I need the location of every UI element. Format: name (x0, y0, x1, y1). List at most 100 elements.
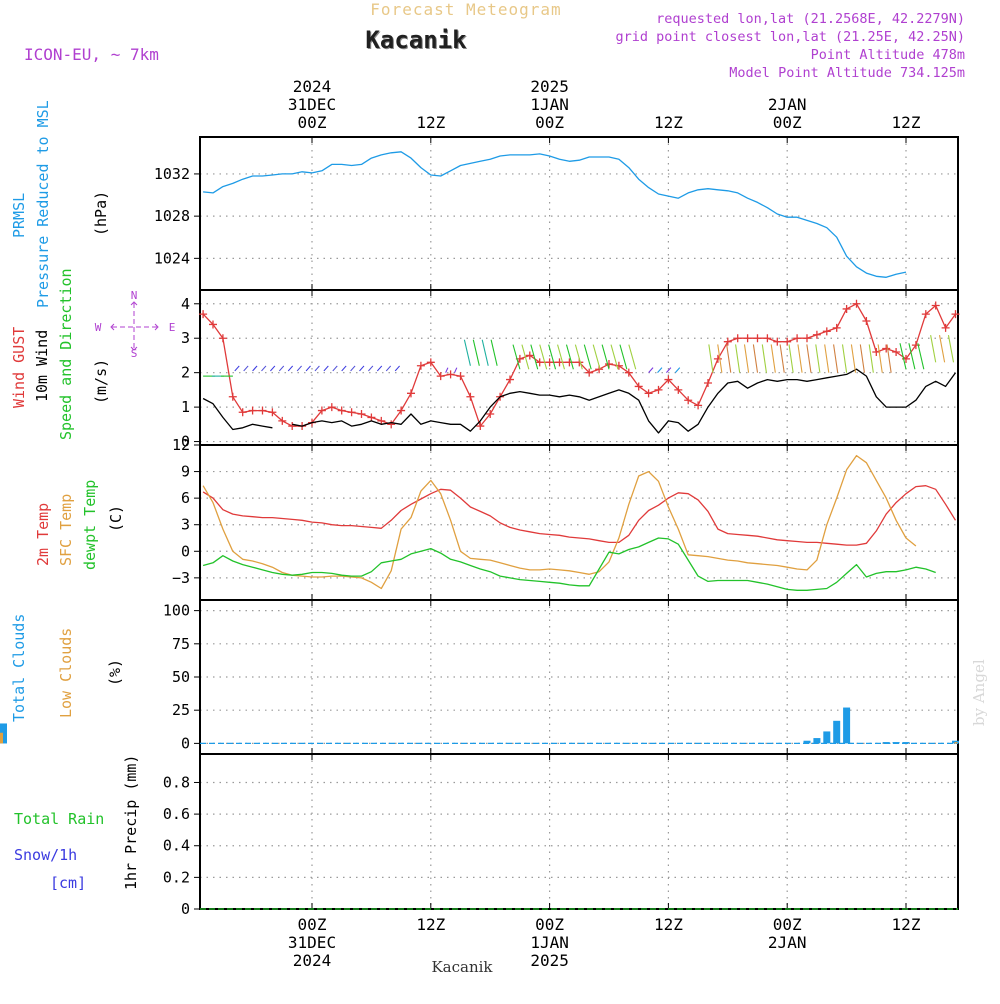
wind-direction-arrow (770, 344, 776, 373)
wind-direction-arrow (490, 339, 498, 366)
y-tick-label: 25 (172, 701, 190, 719)
gust-marker (476, 422, 485, 431)
wind-direction-arrow (761, 344, 767, 373)
wind-direction-arrow (243, 365, 249, 372)
y-tick-label: 0 (181, 734, 190, 752)
wind-direction-arrow (296, 365, 303, 372)
wind-direction-arrow (868, 344, 874, 373)
wind-direction-arrow (601, 344, 610, 370)
y-tick-label: 0 (181, 542, 190, 560)
total-clouds-bar (823, 731, 831, 744)
gust-marker (743, 334, 752, 343)
gust-marker (367, 413, 376, 422)
wind-direction-arrow (314, 365, 320, 372)
wind-direction-arrow (376, 365, 383, 372)
y-tick-label: 9 (181, 463, 190, 481)
bottom-time-label: 2JAN (768, 933, 807, 952)
wind-direction-arrow (332, 365, 338, 372)
wind-direction-arrow (261, 365, 267, 372)
gust-marker (812, 330, 821, 339)
gust-marker (228, 392, 237, 401)
cloud-axis-titles: Total Clouds Low Clouds (%) (10, 614, 124, 722)
gust-label: Wind GUST (10, 327, 28, 408)
snow-label: Snow/1h (14, 846, 77, 864)
wind-direction-arrow (886, 344, 892, 373)
bottom-time-label: 12Z (892, 915, 921, 934)
wind-direction-arrow (908, 343, 916, 370)
bottom-time-label: 2024 (293, 951, 332, 970)
wind-direction-arrow (841, 344, 848, 373)
total-clouds-bar (882, 742, 890, 744)
wind-direction-arrow (877, 344, 883, 373)
total-clouds-label: Total Clouds (10, 614, 28, 722)
y-tick-label: 75 (172, 635, 190, 653)
total-clouds-bar (843, 707, 851, 744)
requested-coords: requested lon,lat (21.2568E, 42.2279N) (656, 11, 965, 27)
bottom-time-label: 00Z (535, 915, 564, 934)
pressure-unit: (hPa) (92, 191, 110, 236)
top-time-label: 2024 (293, 77, 332, 96)
y-tick-label: 50 (172, 668, 190, 686)
y-tick-label: 12 (172, 436, 190, 454)
wind-direction-arrow (743, 344, 750, 373)
low-clouds-bar (954, 742, 958, 744)
wind-direction-arrow (947, 335, 955, 363)
wind-direction-arrow (454, 367, 458, 373)
gust-marker (803, 334, 811, 343)
y-tick-label: 1024 (154, 249, 190, 267)
gust-marker (278, 416, 287, 425)
bottom-time-label: 2025 (530, 951, 569, 970)
temp-unit: (C) (107, 505, 125, 532)
top-time-label: 00Z (773, 113, 802, 132)
compass-s: S (131, 347, 138, 360)
y-tick-label: 0 (181, 900, 190, 918)
gust-marker (218, 334, 227, 343)
gust-marker (387, 420, 396, 429)
wind-direction-arrow (252, 365, 258, 372)
gust-marker (921, 310, 930, 319)
top-time-label: 12Z (654, 113, 683, 132)
wind-unit: (m/s) (92, 359, 110, 404)
y-tick-label: 1028 (154, 207, 190, 225)
gust-marker (209, 320, 217, 329)
gust-marker (565, 358, 574, 367)
wind-direction-arrow (557, 344, 565, 370)
wind-direction-arrow (717, 344, 723, 373)
wind-panel: 0 1 2 3 4 (181, 289, 960, 451)
wind-direction-arrow (806, 344, 812, 373)
total-clouds-bar (902, 742, 910, 744)
wind-direction-arrow (394, 365, 401, 372)
y-tick-label: 0 (181, 433, 190, 451)
wind-direction-arrow (930, 335, 937, 363)
wind-direction-arrow (270, 365, 276, 372)
total-rain-label: Total Rain (14, 810, 104, 828)
gust-marker (248, 406, 257, 415)
wind-direction-arrow (708, 344, 714, 373)
temperature-axis-titles: 2m Temp SFC Temp dewpt Temp (C) (34, 480, 125, 570)
compass-n: N (131, 289, 138, 302)
total-clouds-bar (892, 742, 900, 744)
wind-direction-arrow (666, 367, 672, 374)
wind-direction-arrow (648, 367, 654, 374)
cloud-unit: (%) (106, 659, 124, 686)
wind-direction-arrow (899, 343, 907, 370)
y-tick-label: 100 (163, 602, 190, 620)
wind-direction-arrow (323, 365, 329, 372)
wind-direction-arrow (657, 367, 663, 374)
10m-wind-line (202, 368, 957, 434)
top-time-label: 1JAN (530, 95, 569, 114)
prmsl-line (203, 151, 907, 278)
gust-marker (664, 375, 673, 384)
sfc-temp-line (202, 454, 917, 590)
gust-marker (852, 299, 861, 308)
total-clouds-bar (813, 738, 821, 744)
bottom-time-label: 00Z (298, 915, 327, 934)
wind-axis-titles: Wind GUST 10m Wind Speed and Direction (… (10, 268, 175, 440)
product-title: Forecast Meteogram (370, 0, 561, 19)
gust-marker (397, 406, 406, 415)
gust-marker (585, 368, 594, 377)
wind-direction-arrow (359, 365, 365, 372)
